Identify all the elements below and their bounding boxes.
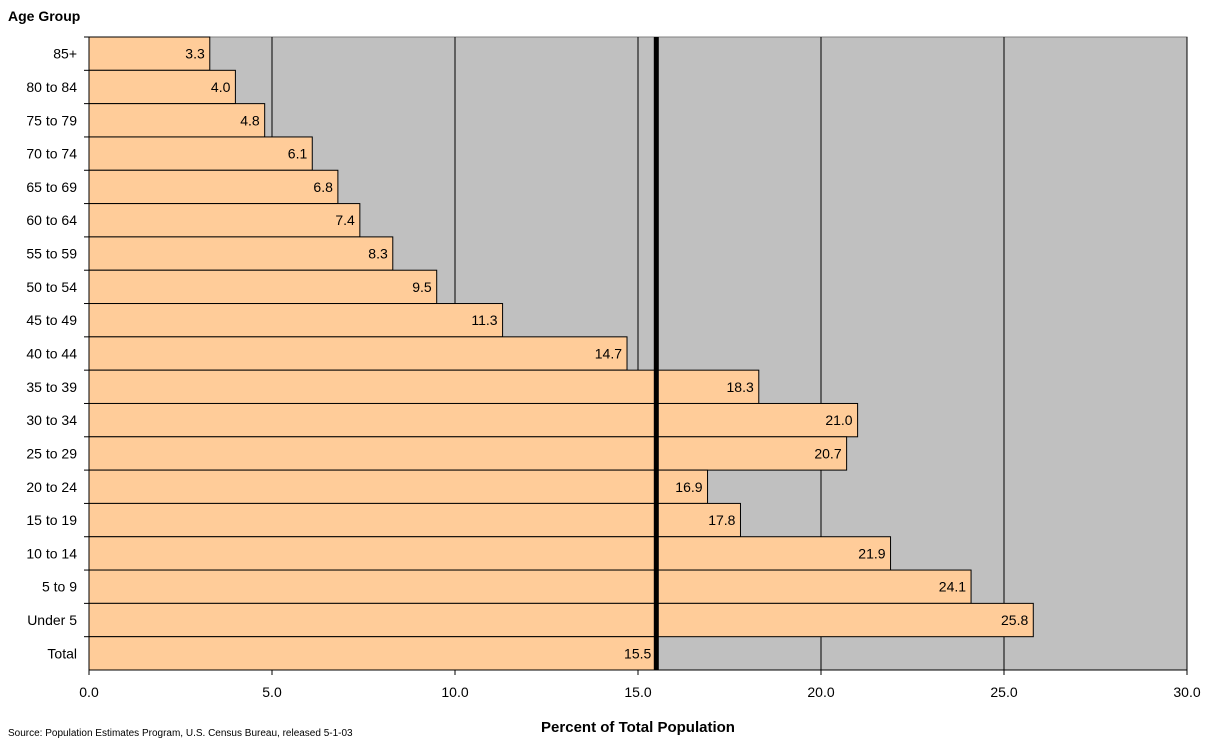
category-label: 65 to 69 (26, 179, 77, 195)
data-label: 17.8 (708, 512, 735, 528)
category-label: 30 to 34 (26, 412, 77, 428)
bar (88, 169, 339, 205)
bar (88, 502, 741, 538)
bar (88, 203, 361, 238)
data-label: 7.4 (335, 212, 355, 228)
data-label: 21.9 (858, 545, 885, 561)
y-axis-title: Age Group (8, 8, 80, 24)
bar (88, 436, 848, 471)
data-label: 11.3 (471, 312, 497, 328)
bar (88, 103, 266, 138)
data-label: 16.9 (675, 479, 702, 495)
data-label: 14.7 (595, 346, 622, 362)
x-tick-label: 30.0 (1173, 684, 1200, 700)
data-label: 20.7 (814, 445, 841, 461)
bar (88, 303, 504, 338)
data-label: 25.8 (1001, 612, 1028, 628)
category-label: 40 to 44 (26, 346, 77, 362)
data-label: 9.5 (412, 279, 432, 295)
category-label: 35 to 39 (26, 379, 77, 395)
bar (88, 469, 709, 504)
category-label: Total (47, 645, 77, 661)
bar (88, 69, 236, 105)
category-label: Under 5 (27, 612, 77, 628)
category-label: 5 to 9 (42, 579, 77, 595)
x-tick-label: 10.0 (441, 684, 468, 700)
data-label: 18.3 (727, 379, 754, 395)
data-label: 4.0 (211, 79, 231, 95)
bar (88, 569, 972, 604)
category-label: 25 to 29 (26, 445, 77, 461)
data-label: 24.1 (939, 579, 966, 595)
x-axis-ticks: 0.0 5.0 10.0 15.0 20.0 25.0 30.0 (79, 669, 1201, 700)
category-label: 60 to 64 (26, 212, 77, 228)
bars: 3.3 4.0 4.8 6.1 6.8 7.4 8.3 9.5 11.3 14.7 18.3 21.0… (88, 36, 1034, 671)
bar (88, 136, 313, 171)
data-label: 21.0 (825, 412, 852, 428)
category-label: 85+ (53, 46, 77, 62)
category-label: 50 to 54 (26, 279, 77, 295)
bar (88, 269, 438, 305)
category-label: 10 to 14 (26, 545, 77, 561)
x-axis-title: Percent of Total Population (541, 719, 735, 736)
data-label: 3.3 (185, 46, 205, 62)
x-tick-label: 15.0 (624, 684, 651, 700)
category-label: 20 to 24 (26, 479, 77, 495)
data-label: 15.5 (624, 645, 651, 661)
x-tick-label: 5.0 (262, 684, 282, 700)
bar (88, 602, 1034, 638)
category-label: 80 to 84 (26, 79, 77, 95)
bar (88, 636, 657, 671)
category-label: 15 to 19 (26, 512, 77, 528)
x-tick-label: 20.0 (807, 684, 834, 700)
bar (88, 402, 859, 438)
data-label: 8.3 (368, 246, 388, 262)
category-labels: 85+ 80 to 84 75 to 79 70 to 74 65 to 69 60 to… (26, 36, 90, 670)
category-label: 55 to 59 (26, 246, 77, 262)
data-label: 4.8 (240, 112, 260, 128)
x-tick-label: 25.0 (990, 684, 1017, 700)
data-label: 6.1 (288, 146, 308, 162)
data-label: 6.8 (313, 179, 333, 195)
bar (88, 536, 892, 571)
source-note: Source: Population Estimates Program, U.… (8, 728, 353, 739)
category-label: 70 to 74 (26, 146, 77, 162)
x-tick-label: 0.0 (79, 684, 99, 700)
bar (88, 236, 394, 271)
category-label: 45 to 49 (26, 312, 77, 328)
category-label: 75 to 79 (26, 112, 77, 128)
bar (88, 336, 628, 371)
